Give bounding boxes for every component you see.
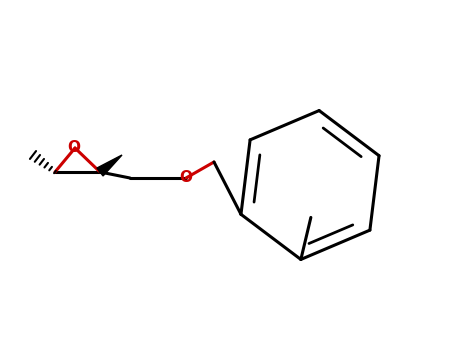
Text: O: O (67, 140, 81, 154)
Polygon shape (97, 155, 122, 176)
Text: O: O (180, 169, 192, 184)
